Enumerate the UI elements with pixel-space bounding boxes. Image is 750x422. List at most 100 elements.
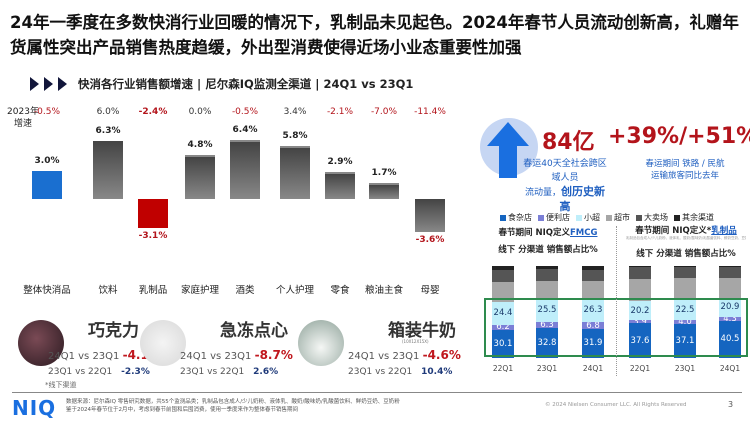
arrow-icon (30, 77, 39, 91)
category-label: 家庭护理 (180, 285, 219, 296)
channel-chart-title: 春节期间 NIQ定义*乳制品 (616, 224, 750, 236)
growth-2023-label: -0.5% (231, 107, 259, 117)
value-label: 5.8% (282, 130, 308, 141)
prior-change: -2.3% (121, 367, 150, 377)
channel-segment (582, 269, 604, 281)
channel-segment (629, 266, 651, 268)
product-image (18, 320, 64, 366)
period-label: 24Q1 (719, 364, 741, 373)
value-label: -3.1% (138, 230, 168, 241)
industry-growth-chart: 3.0% -0.5% 整体快消品 6.3% 6.0% 饮料 -3.1% -2.4% 乳制品 4.8… (0, 0, 470, 300)
channel-segment (492, 269, 514, 282)
products: 巧克力 24Q1 vs 23Q1 -4.1% 23Q1 vs 22Q1 -2.3% 急… (18, 320, 461, 377)
channel-segment: 37.1 (674, 323, 696, 358)
period-label: 23Q1 (674, 364, 696, 373)
channel-segment (719, 266, 741, 268)
channel-segment (492, 266, 514, 270)
legend-label: 大卖场 (644, 213, 668, 222)
comparison-label: 23Q1 vs 22Q1 (348, 367, 413, 377)
value-label: -3.6% (415, 235, 445, 246)
comparison-label: 24Q1 vs 23Q1 (48, 351, 120, 362)
channel-segment (674, 278, 696, 300)
comparison-label: 24Q1 vs 23Q1 (348, 351, 420, 362)
channel-segment: 6.8 (582, 322, 604, 329)
channel-segment: 6.3 (536, 322, 558, 328)
stat1-description: 春运40天全社会跨区域人员 流动量，创历史新高 (520, 157, 610, 215)
legend-label: 食杂店 (508, 213, 532, 222)
arrow-icon (58, 77, 67, 91)
growth-2023-label: -0.5% (33, 107, 61, 117)
product-spec: (10X12X15X) (402, 339, 429, 344)
value-label: 2.9% (327, 157, 353, 168)
legend-swatch (538, 214, 544, 221)
channel-legend: 食杂店 便利店 小超 超市 大卖场 其余渠道 (500, 212, 714, 223)
legend-swatch (674, 214, 680, 221)
channel-segment: 37.6 (629, 323, 651, 358)
period-label: 23Q1 (536, 364, 558, 373)
channel-segment (536, 269, 558, 282)
channel-segment: 4.0 (674, 320, 696, 324)
channel-segment: 22.5 (674, 299, 696, 321)
bar-3 (185, 154, 215, 199)
channel-segment: 4.3 (719, 316, 741, 321)
channel-segment (719, 278, 741, 298)
bar-2 (138, 199, 168, 228)
channel-segment: 40.5 (719, 320, 741, 358)
comparison-row: 24Q1 vs 23Q1 -8.7% (180, 348, 293, 362)
prior-change: 10.4% (421, 367, 453, 377)
yoy-change: -8.7% (254, 348, 293, 362)
stat1-desc-line2: 流动量， (524, 188, 561, 198)
legend-label: 小超 (584, 213, 600, 222)
channel-segment (536, 266, 558, 270)
section-title: 快消各行业销售额增速 | 尼尔森IQ监测全渠道 | 24Q1 vs 23Q1 (78, 77, 414, 91)
category-label: 酒类 (235, 285, 255, 296)
channel-chart-subtitle: 线下 分渠道 销售额占比% (636, 249, 736, 259)
growth-2023-label: 6.0% (96, 107, 120, 117)
legend-label: 超市 (614, 213, 630, 222)
category-label: 粮油主食 (364, 285, 403, 296)
legend-item: 小超 (576, 212, 600, 223)
divider (616, 226, 617, 376)
product-name: 巧克力 (88, 321, 139, 341)
legend-swatch (636, 214, 642, 221)
period-label: 22Q1 (629, 364, 651, 373)
yoy-change: -4.6% (422, 348, 461, 362)
stat-travel-volume: 84亿 (542, 130, 595, 155)
channel-segment (629, 279, 651, 302)
comparison-row: 23Q1 vs 22Q1 2.6% (180, 367, 278, 377)
footer-divider (12, 392, 742, 393)
comparison-label: 23Q1 vs 22Q1 (180, 367, 245, 377)
category-label: 乳制品 (138, 285, 168, 296)
channel-segment: 6.2 (492, 324, 514, 331)
stat1-desc-line1: 春运40天全社会跨区域人员 (523, 159, 607, 183)
value-label: 6.4% (232, 125, 258, 136)
legend-label: 便利店 (546, 213, 570, 222)
title-highlight: 乳制品 (711, 226, 737, 236)
stat2-desc-line1: 春运期间 铁路 / 民航 (645, 159, 725, 169)
legend-item: 超市 (606, 212, 630, 223)
product-image (140, 320, 186, 366)
chart-note: 乳制品包含成人/少儿奶粉、液体乳、酸奶/酸味奶/乳酸菌饮料、鲜奶豆奶、豆奶粉 (626, 236, 746, 240)
growth-2023-label: -7.0% (370, 107, 398, 117)
bar-7 (369, 183, 399, 199)
channel-segment (674, 266, 696, 268)
comparison-row: 23Q1 vs 22Q1 10.4% (348, 367, 452, 377)
bar-8 (415, 199, 445, 233)
niq-logo: NIQ (12, 396, 57, 420)
bar-4 (230, 140, 260, 199)
channel-segment (674, 267, 696, 279)
source-line2: 鉴于2024年春节位于2月中，考虑到春节前囤和后囤消费，使用一季度来作为整体春节… (66, 407, 298, 413)
growth-2023-label: -11.4% (414, 107, 446, 117)
period-label: 24Q1 (582, 364, 604, 373)
bar-0 (32, 171, 62, 199)
growth-2023-label: -2.1% (326, 107, 354, 117)
source-note: 数据来源：尼尔森IQ 零售研究数据，共55个监测品类；乳制品包含成人/少儿奶粉、… (66, 398, 400, 414)
product-image (298, 320, 344, 366)
period-label: 22Q1 (492, 364, 514, 373)
up-arrow-icon (487, 122, 529, 178)
legend-label: 其余渠道 (682, 213, 714, 222)
value-label: 3.0% (34, 156, 60, 167)
legend-item: 食杂店 (500, 212, 532, 223)
prior-change: 2.6% (253, 367, 279, 377)
channel-segment: 24.4 (492, 302, 514, 325)
